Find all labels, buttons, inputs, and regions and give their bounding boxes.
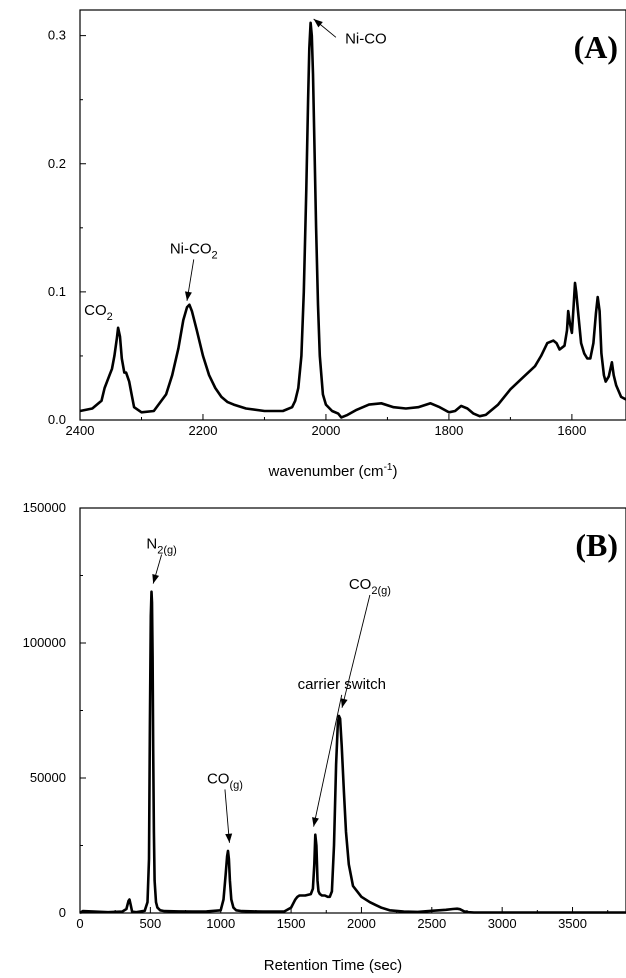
x-tick-label: 0 — [76, 916, 83, 931]
x-axis-label: wavenumber (cm-1) — [268, 462, 398, 480]
x-tick-label: 1800 — [434, 423, 463, 438]
x-tick-label: 3500 — [558, 916, 587, 931]
y-tick-label: 50000 — [30, 770, 66, 785]
x-tick-label: 1000 — [206, 916, 235, 931]
x-tick-label: 2000 — [311, 423, 340, 438]
y-tick-label: 100000 — [23, 635, 66, 650]
arrow-head — [184, 291, 192, 301]
arrow-head — [152, 573, 160, 584]
plot-frame-a — [79, 9, 626, 421]
y-tick-label: 0.0 — [48, 412, 66, 427]
peak-annotation: CO(g) — [207, 770, 243, 791]
panel-label: (B) — [575, 527, 618, 563]
x-tick-label: 3000 — [488, 916, 517, 931]
panel-a-chart: 2400 2200 2000 1800 1600 0.0 0.1 0.2 0.3 wavenumb… — [48, 9, 626, 480]
panel-b-chart: 0 500 1000 1500 2000 2500 3000 3500 0 50000 100000… — [23, 500, 626, 974]
x-tick-label: 1500 — [277, 916, 306, 931]
y-tick-label: 150000 — [23, 500, 66, 515]
y-tick-label: 0.3 — [48, 28, 66, 43]
arrow-head — [313, 18, 323, 28]
peak-annotation: N2(g) — [146, 536, 176, 557]
arrow-head — [312, 817, 319, 827]
x-tick-label: 2500 — [417, 916, 446, 931]
x-tick-label: 2200 — [189, 423, 218, 438]
y-tick-label: 0.2 — [48, 156, 66, 171]
peak-annotation: Ni-CO2 — [170, 240, 218, 261]
peak-annotation: Ni-CO — [345, 30, 387, 47]
series-line-a — [79, 21, 626, 419]
arrow-head — [340, 698, 348, 708]
x-axis-label: Retention Time (sec) — [264, 957, 402, 974]
y-tick-label: 0.1 — [48, 284, 66, 299]
x-tick-label: 1600 — [557, 423, 586, 438]
peak-annotation: carrier switch — [298, 676, 386, 693]
peak-annotation: CO2(g) — [349, 576, 391, 597]
plot-frame-b — [79, 507, 626, 914]
y-tick-label: 0 — [59, 905, 66, 920]
arrow-head — [225, 833, 233, 843]
x-tick-label: 500 — [140, 916, 162, 931]
annotation-arrow — [313, 694, 343, 827]
panel-label: (A) — [574, 29, 618, 65]
annotation-arrow — [341, 594, 371, 708]
x-tick-label: 2000 — [347, 916, 376, 931]
series-line-b — [79, 590, 626, 915]
peak-annotation: CO2 — [84, 302, 113, 323]
x-tick-label: 2400 — [66, 423, 95, 438]
